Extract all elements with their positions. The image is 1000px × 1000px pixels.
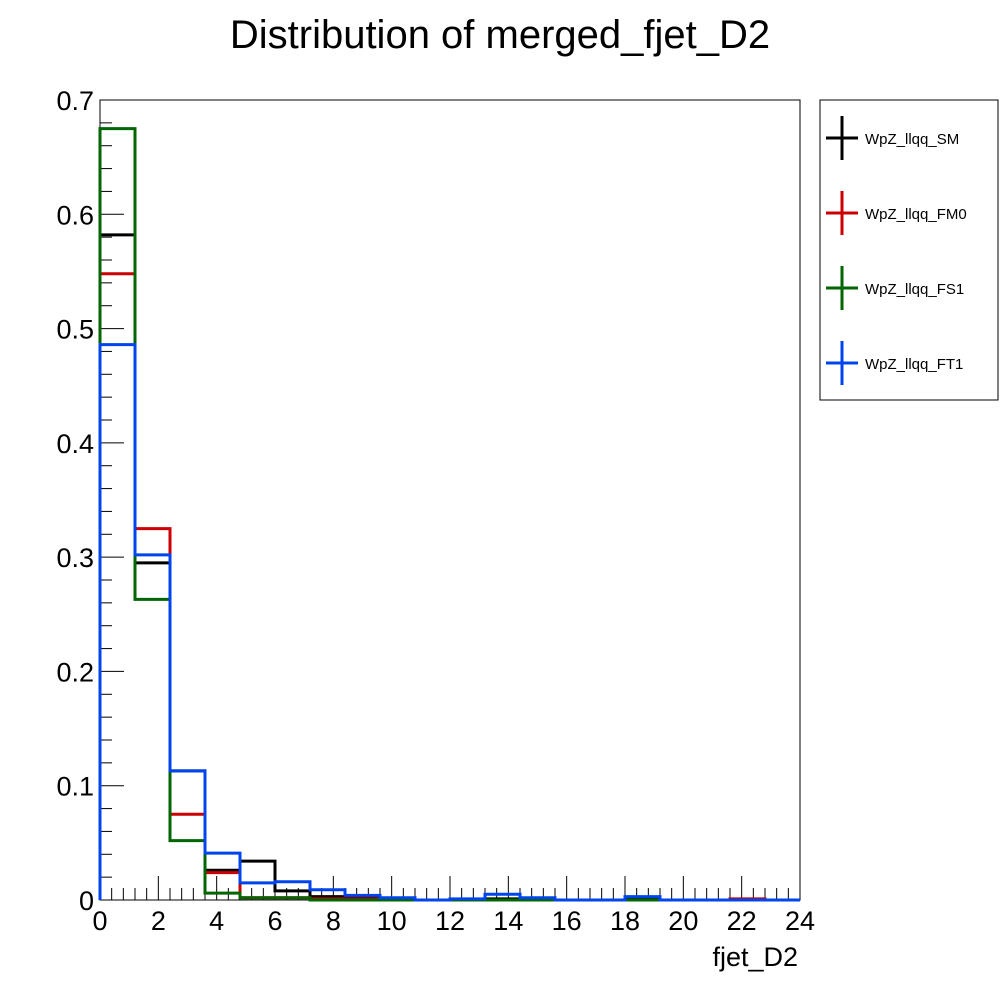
histogram-series [98,127,800,902]
y-tick-label: 0.3 [56,543,94,573]
legend-entry: WpZ_llqq_SM [865,131,959,148]
x-tick-label: 12 [435,906,465,936]
x-tick-label: 16 [552,906,582,936]
x-tick-label: 22 [727,906,757,936]
x-tick-label: 14 [493,906,523,936]
x-tick-label: 4 [209,906,224,936]
x-tick-label: 10 [377,906,407,936]
y-tick-label: 0.5 [56,315,94,345]
y-tick-label: 0.2 [56,657,94,687]
x-axis-label: fjet_D2 [712,942,798,972]
x-tick-label: 24 [785,906,815,936]
x-tick-label: 20 [668,906,698,936]
legend-box [819,99,999,401]
legend-entry: WpZ_llqq_FM0 [865,206,967,223]
legend-entry: WpZ_llqq_FS1 [865,281,964,298]
x-tick-label: 6 [267,906,282,936]
x-tick-label: 0 [92,906,107,936]
series-line-WpZ_llqq_FT1 [98,343,800,902]
legend: WpZ_llqq_SM WpZ_llqq_FM0 WpZ_llqq_FS1 WpZ_l… [819,99,999,401]
y-tick-label: 0.7 [56,86,94,116]
y-tick-label: 0 [79,886,94,916]
y-tick-label: 0.4 [56,429,94,459]
y-axis: 0 0.1 0.2 0.3 0.4 0.5 0.6 0.7 [56,86,124,916]
x-tick-label: 8 [326,906,341,936]
y-tick-label: 0.1 [56,772,94,802]
x-tick-label: 18 [610,906,640,936]
legend-entry: WpZ_llqq_FT1 [865,356,963,373]
y-tick-label: 0.6 [56,200,94,230]
chart-title: Distribution of merged_fjet_D2 [230,13,770,57]
x-axis: 0 2 4 6 8 10 12 14 16 18 20 22 24 [92,876,815,936]
x-tick-label: 2 [151,906,166,936]
